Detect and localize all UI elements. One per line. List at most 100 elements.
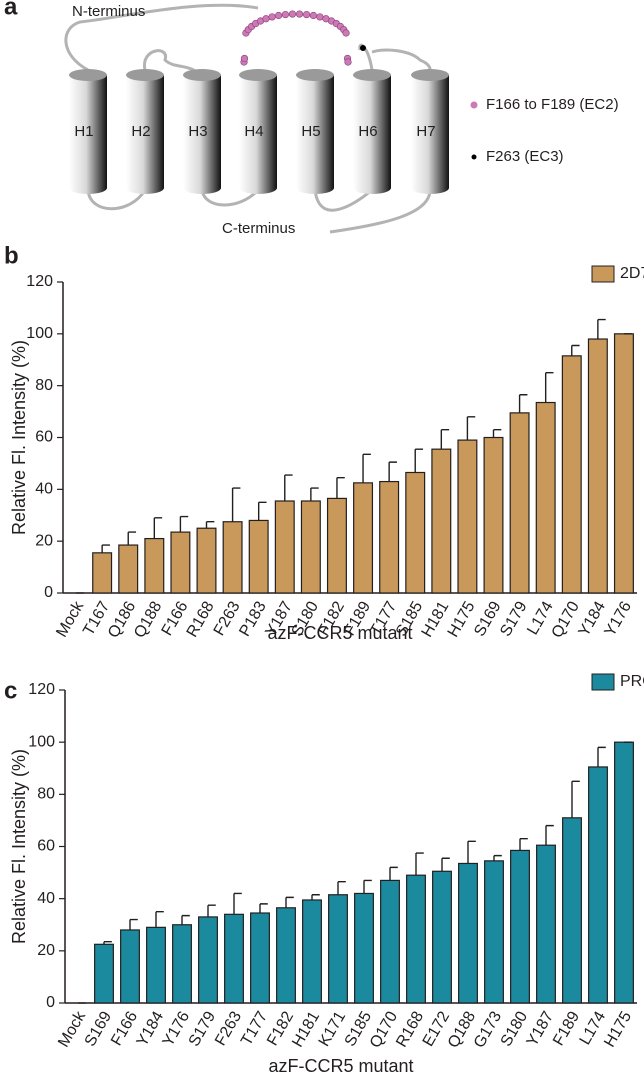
x-tick-label: Q188 <box>131 599 165 641</box>
ec2-dot <box>342 29 350 37</box>
error-bar <box>181 914 190 925</box>
x-tick-label: S179 <box>186 1009 219 1050</box>
error-bar <box>155 911 164 928</box>
x-tick-label: H181 <box>289 1009 323 1051</box>
bar <box>510 849 530 1004</box>
error-bar <box>441 857 450 872</box>
error-bar <box>571 780 580 818</box>
helix-top <box>126 69 164 81</box>
legend-label: F166 to F189 (EC2) <box>486 96 619 113</box>
error-bar <box>129 918 138 930</box>
helix-label: H7 <box>416 123 435 140</box>
bar <box>561 355 582 594</box>
error-bar <box>336 476 345 499</box>
bar <box>406 874 426 1004</box>
error-bar <box>597 318 606 340</box>
error-bar <box>363 879 372 894</box>
y-tick-label: 100 <box>26 325 53 342</box>
helix-top <box>239 69 277 81</box>
ec2-dot <box>302 10 311 19</box>
panel-label: a <box>4 0 18 20</box>
loop <box>371 48 432 73</box>
bar <box>405 471 426 594</box>
loop <box>86 189 147 211</box>
ec2-dot <box>344 58 352 66</box>
error-bar <box>285 896 294 908</box>
helix-label: H1 <box>74 123 93 140</box>
ec2-dot <box>262 15 270 23</box>
bar <box>146 926 166 1004</box>
y-tick-label: 100 <box>28 733 55 750</box>
loop <box>200 188 260 207</box>
x-tick-label: R168 <box>184 599 218 641</box>
error-bar <box>571 344 580 356</box>
legend-dot <box>470 101 478 109</box>
error-bar <box>233 892 242 915</box>
bar <box>224 913 244 1004</box>
y-tick-label: 20 <box>35 532 53 549</box>
f263-dot <box>360 45 366 51</box>
x-tick-label: Y176 <box>602 599 635 640</box>
c-terminus-label: C-terminus <box>222 220 295 237</box>
bar <box>94 943 114 1004</box>
x-tick-label: F263 <box>212 1009 245 1049</box>
error-bar <box>310 487 319 501</box>
error-bar <box>257 501 267 521</box>
legend-swatch <box>591 265 615 283</box>
error-bar <box>284 474 293 501</box>
n-terminus-label: N-terminus <box>72 3 145 20</box>
ec2-dot <box>281 10 290 19</box>
x-tick-label: H175 <box>601 1009 635 1051</box>
error-bar <box>415 852 424 876</box>
bar <box>144 537 165 594</box>
bar <box>326 497 347 594</box>
bar <box>118 544 139 594</box>
bar <box>274 500 295 594</box>
error-bar <box>205 521 215 529</box>
helix <box>69 75 107 194</box>
ec2-dot <box>288 10 297 18</box>
error-bar <box>311 894 320 900</box>
y-tick-label: 0 <box>44 584 53 601</box>
error-bar <box>518 394 528 413</box>
y-tick-label: 20 <box>37 942 55 959</box>
bar <box>248 519 269 594</box>
bar <box>250 912 270 1004</box>
ec2-dot <box>309 11 318 20</box>
y-tick-label: 80 <box>37 786 55 803</box>
ec2-dot <box>295 10 304 18</box>
helix <box>239 75 277 194</box>
bar <box>614 741 634 1004</box>
error-bar <box>231 487 241 522</box>
error-bar <box>153 517 163 539</box>
error-bar <box>127 531 137 546</box>
helix-label: H3 <box>188 123 207 140</box>
helix <box>353 75 391 194</box>
helix <box>296 75 334 194</box>
bar <box>276 907 296 1004</box>
bar <box>457 439 478 594</box>
error-bar <box>101 544 110 553</box>
x-tick-label: R168 <box>393 1009 427 1051</box>
ec2-dot <box>268 13 276 21</box>
c-terminus-loop <box>313 188 432 234</box>
error-bar <box>388 461 397 482</box>
error-bar <box>414 448 424 473</box>
bar <box>458 862 478 1004</box>
error-bar <box>103 941 112 945</box>
bar <box>588 766 608 1004</box>
helix-label: H2 <box>131 123 150 140</box>
bar <box>354 892 374 1004</box>
helix-label: H6 <box>358 123 377 140</box>
error-bar <box>545 824 554 846</box>
bar <box>587 338 608 594</box>
y-axis-title: Relative Fl. Intensity (%) <box>9 749 29 944</box>
bar <box>198 916 218 1004</box>
bar <box>353 482 374 594</box>
legend-label: F263 (EC3) <box>486 148 564 165</box>
y-tick-label: 120 <box>28 681 55 698</box>
legend-label: 2D7 <box>620 265 644 282</box>
legend-label: PRO 140 <box>620 673 644 690</box>
x-tick-label: Mock <box>55 1008 89 1050</box>
